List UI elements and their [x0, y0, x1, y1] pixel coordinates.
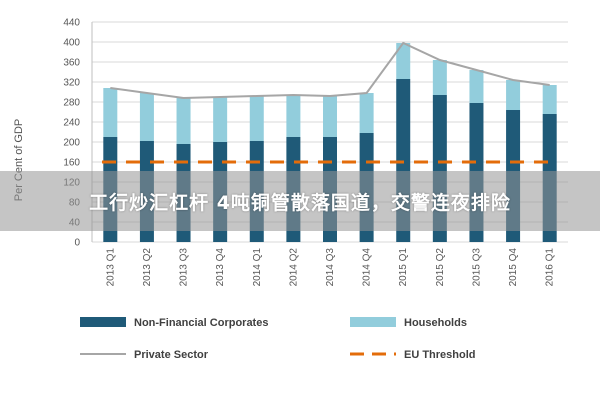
x-tick-label: 2013 Q4: [215, 248, 226, 287]
legend-households-swatch: [350, 317, 396, 327]
legend-non-financial-corporates-swatch: [80, 317, 126, 327]
bar-households: [396, 43, 411, 79]
bar-households: [103, 88, 118, 137]
x-tick-label: 2015 Q1: [398, 248, 409, 287]
y-tick-label: 160: [63, 158, 80, 169]
bar-households: [249, 96, 264, 141]
y-tick-label: 200: [63, 138, 80, 149]
x-tick-label: 2015 Q4: [508, 248, 519, 287]
y-tick-label: 440: [63, 18, 80, 29]
x-tick-label: 2015 Q2: [435, 248, 446, 287]
x-axis-ticks: 2013 Q1 2013 Q2 2013 Q3 2013 Q4 2014 Q1 2014 …: [105, 248, 555, 287]
legend-non-financial-corporates-label: Non-Financial Corporates: [134, 317, 268, 329]
line-private-sector: [110, 41, 550, 100]
y-tick-label: 0: [74, 238, 80, 249]
legend-households-label: Households: [404, 317, 467, 329]
y-tick-label: 360: [63, 58, 80, 69]
bar-households: [542, 85, 557, 114]
x-tick-label: 2013 Q3: [179, 248, 190, 287]
x-tick-label: 2014 Q2: [288, 248, 299, 287]
bar-households: [139, 93, 154, 141]
bar-households: [506, 80, 521, 110]
y-tick-label: 400: [63, 38, 80, 49]
x-tick-label: 2015 Q3: [471, 248, 482, 287]
legend-eu-threshold-label: EU Threshold: [404, 349, 476, 361]
x-tick-label: 2013 Q1: [105, 248, 116, 287]
x-tick-label: 2014 Q4: [362, 248, 373, 287]
legend: Non-Financial Corporates Households Privat…: [80, 317, 476, 361]
bar-households: [213, 97, 228, 142]
lines: [102, 41, 556, 164]
bar-households: [432, 60, 447, 95]
x-tick-label: 2014 Q1: [252, 248, 263, 287]
y-tick-label: 280: [63, 98, 80, 109]
x-tick-label: 2013 Q2: [142, 248, 153, 287]
y-tick-label: 240: [63, 118, 80, 129]
bar-households: [176, 98, 191, 144]
bar-households: [359, 93, 374, 133]
bar-households: [323, 96, 337, 137]
legend-private-sector-label: Private Sector: [134, 349, 209, 361]
banner-text: 工行炒汇杠杆 4吨铜管散落国道，交警连夜排险: [89, 191, 511, 214]
x-tick-label: 2016 Q1: [545, 248, 556, 287]
bar-households: [469, 70, 484, 103]
y-tick-label: 320: [63, 78, 80, 89]
overlay-banner: 工行炒汇杠杆 4吨铜管散落国道，交警连夜排险: [0, 171, 600, 231]
bar-households: [286, 95, 301, 137]
x-tick-label: 2014 Q3: [325, 248, 336, 287]
